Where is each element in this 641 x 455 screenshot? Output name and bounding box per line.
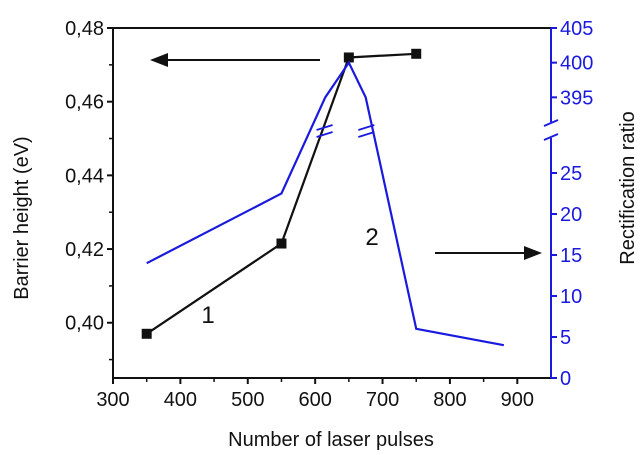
x-tick-label: 500 bbox=[231, 389, 264, 411]
arrow-left-head bbox=[150, 53, 168, 67]
right-tick-label: 400 bbox=[560, 53, 593, 75]
x-axis-ticks: 300 400 500 600 700 800 900 bbox=[96, 378, 534, 411]
plot-frame bbox=[112, 27, 559, 379]
x-tick-label: 900 bbox=[501, 389, 534, 411]
barrier-height-point bbox=[141, 328, 152, 339]
right-axis-title: Rectification ratio bbox=[617, 111, 639, 264]
x-tick-label: 700 bbox=[366, 389, 399, 411]
right-tick-label: 15 bbox=[560, 245, 582, 267]
series-break-mark bbox=[316, 131, 333, 138]
left-tick-label: 0,42 bbox=[65, 239, 104, 261]
left-axis-ticks: 0,40 0,42 0,44 0,46 0,48 bbox=[65, 18, 113, 361]
left-tick-label: 0,48 bbox=[65, 18, 104, 40]
right-tick-label: 20 bbox=[560, 204, 582, 226]
right-tick-label: 25 bbox=[560, 163, 582, 185]
left-tick-label: 0,46 bbox=[65, 92, 104, 114]
right-tick-label: 405 bbox=[560, 18, 593, 40]
curve-1-label: 1 bbox=[201, 302, 214, 329]
right-tick-label: 395 bbox=[560, 87, 593, 109]
series-break-mark bbox=[316, 124, 333, 131]
right-axis-break-mark bbox=[543, 133, 559, 141]
x-tick-label: 600 bbox=[298, 389, 331, 411]
barrier-height-series bbox=[141, 48, 422, 339]
left-tick-label: 0,40 bbox=[65, 313, 104, 335]
x-tick-label: 400 bbox=[164, 389, 197, 411]
barrier-height-point bbox=[411, 48, 422, 59]
annotations bbox=[150, 53, 542, 260]
x-tick-label: 300 bbox=[96, 389, 129, 411]
left-tick-label: 0,44 bbox=[65, 165, 104, 187]
rectification-ratio-series bbox=[146, 60, 505, 347]
series-break-mark bbox=[358, 124, 375, 131]
series-break-mark bbox=[358, 131, 375, 138]
arrow-right-head bbox=[524, 246, 542, 260]
curve-2-label: 2 bbox=[365, 224, 378, 251]
x-tick-label: 800 bbox=[433, 389, 466, 411]
rectification-ratio-line bbox=[146, 60, 505, 347]
right-axis-break-mark bbox=[543, 119, 559, 127]
right-tick-label: 10 bbox=[560, 286, 582, 308]
left-axis-title: Barrier height (eV) bbox=[11, 136, 33, 299]
right-tick-label: 5 bbox=[560, 327, 571, 349]
barrier-height-line bbox=[146, 52, 417, 335]
barrier-height-point bbox=[343, 52, 354, 63]
right-tick-label: 0 bbox=[560, 368, 571, 390]
right-axis-ticks: 0 5 10 15 20 25 395 400 405 bbox=[551, 18, 593, 390]
barrier-height-point bbox=[276, 238, 287, 249]
x-axis-title: Number of laser pulses bbox=[228, 429, 434, 451]
